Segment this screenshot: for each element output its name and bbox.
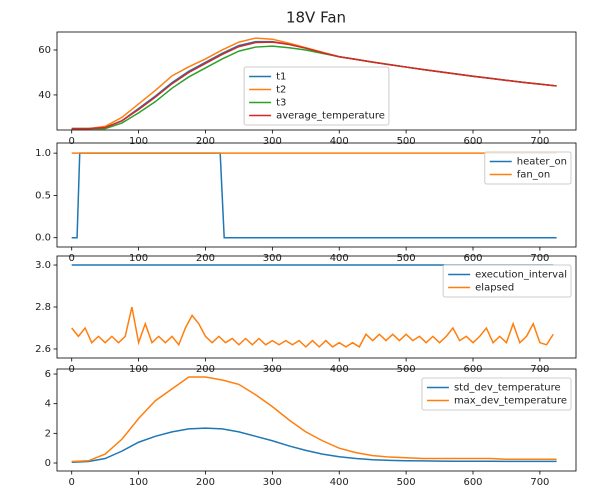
series-line — [71, 376, 557, 463]
legend-label: t1 — [276, 72, 286, 83]
legend-label: t3 — [276, 98, 286, 109]
x-tick-label: 400 — [330, 477, 349, 488]
y-tick-label: 60 — [38, 45, 51, 56]
x-tick-label: 0 — [69, 136, 75, 147]
legend-box — [484, 151, 572, 185]
x-tick-label: 700 — [530, 364, 549, 375]
legend: heater_on fan_on — [484, 151, 572, 185]
y-tick-label: 6 — [45, 369, 51, 380]
x-tick-label: 0 — [69, 364, 75, 375]
x-tick-label: 0 — [69, 253, 75, 264]
x-tick-label: 300 — [263, 364, 282, 375]
y-tick-label: 4 — [45, 399, 51, 410]
legend-label: average_temperature — [276, 111, 385, 122]
x-tick-label: 600 — [463, 477, 482, 488]
legend-label: t2 — [276, 85, 286, 96]
y-tick-label: 40 — [38, 90, 51, 101]
x-tick-label: 700 — [530, 477, 549, 488]
x-tick-label: 300 — [263, 253, 282, 264]
series-line — [71, 306, 554, 348]
legend-label: std_dev_temperature — [454, 383, 561, 394]
y-tick-label: 3.0 — [35, 260, 51, 271]
series-line — [71, 41, 557, 130]
y-tick-label: 1.0 — [35, 148, 51, 159]
legend-label: heater_on — [517, 157, 567, 168]
y-tick-label: 2 — [45, 428, 51, 439]
series-line — [71, 152, 557, 239]
y-tick-label: 2.8 — [35, 302, 51, 313]
x-tick-label: 400 — [330, 364, 349, 375]
y-tick-label: 0.0 — [35, 233, 51, 244]
x-tick-label: 100 — [129, 136, 148, 147]
x-tick-label: 600 — [463, 364, 482, 375]
x-tick-label: 100 — [129, 253, 148, 264]
legend-box — [243, 66, 390, 126]
x-tick-label: 500 — [397, 253, 416, 264]
x-tick-label: 500 — [397, 136, 416, 147]
x-tick-label: 100 — [129, 477, 148, 488]
axes-frame — [56, 31, 577, 131]
legend-box — [421, 377, 572, 411]
y-tick-label: 0 — [45, 458, 51, 469]
legend-label: fan_on — [517, 170, 550, 181]
legend-label: execution_interval — [475, 270, 567, 281]
x-tick-label: 200 — [196, 136, 215, 147]
axes-frame — [56, 142, 577, 248]
x-tick-label: 400 — [330, 253, 349, 264]
axes-frame — [56, 368, 577, 472]
x-tick-label: 300 — [263, 136, 282, 147]
legend: std_dev_temperature max_dev_temperature — [421, 377, 572, 411]
x-tick-label: 200 — [196, 477, 215, 488]
series-line — [71, 427, 557, 463]
x-tick-label: 100 — [129, 364, 148, 375]
legend-box — [442, 264, 572, 298]
x-tick-label: 600 — [463, 253, 482, 264]
legend-label: max_dev_temperature — [454, 396, 567, 407]
x-tick-label: 500 — [397, 477, 416, 488]
x-tick-label: 200 — [196, 364, 215, 375]
legend-label: elapsed — [475, 283, 514, 294]
figure-title: 18V Fan — [286, 9, 346, 27]
x-tick-label: 600 — [463, 136, 482, 147]
x-tick-label: 300 — [263, 477, 282, 488]
x-tick-label: 700 — [530, 136, 549, 147]
x-tick-label: 500 — [397, 364, 416, 375]
legend: t1 t2 t3 average_temperature — [243, 66, 390, 126]
y-tick-label: 0.5 — [35, 190, 51, 201]
x-tick-label: 0 — [69, 477, 75, 488]
y-tick-label: 2.6 — [35, 344, 51, 355]
x-tick-label: 400 — [330, 136, 349, 147]
x-tick-label: 700 — [530, 253, 549, 264]
x-tick-label: 200 — [196, 253, 215, 264]
